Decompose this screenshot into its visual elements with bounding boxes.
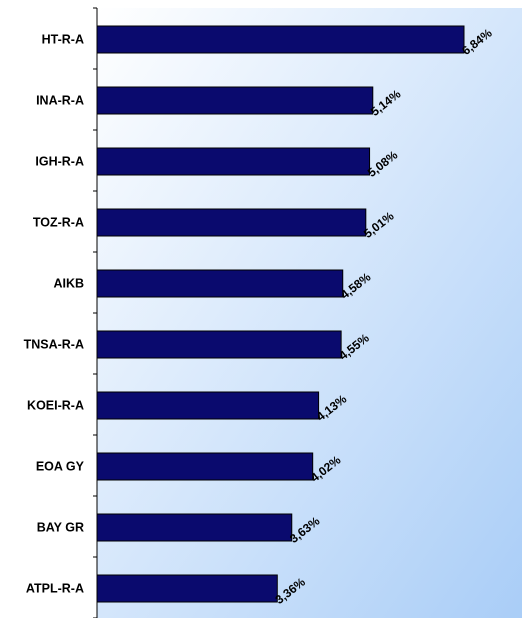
bar-tnsa-r-a [96,330,342,359]
category-label: TOZ-R-A [33,216,84,230]
bar-toz-r-a [96,208,367,237]
axis-ticks [93,7,97,618]
category-label: HT-R-A [42,33,84,47]
category-label: ATPL-R-A [26,582,84,596]
category-label: TNSA-R-A [24,338,84,352]
category-label: BAY GR [37,521,84,535]
bar-ina-r-a [96,86,374,115]
category-label: EOA GY [36,460,85,474]
bar-ht-r-a [96,25,465,54]
bar-aikb [96,269,344,298]
bar-atpl-r-a [96,574,278,603]
category-label: IGH-R-A [35,155,84,169]
bar-bay-gr [96,513,293,542]
bars-group [96,25,465,603]
bar-igh-r-a [96,147,371,176]
bar-koei-r-a [96,391,320,420]
category-label: AIKB [53,277,84,291]
category-label: KOEI-R-A [27,399,84,413]
bar-eoa-gy [96,452,314,481]
category-labels: HT-R-A INA-R-A IGH-R-A TOZ-R-A AIKB TNSA-R-A K… [24,33,85,596]
category-label: INA-R-A [36,94,84,108]
